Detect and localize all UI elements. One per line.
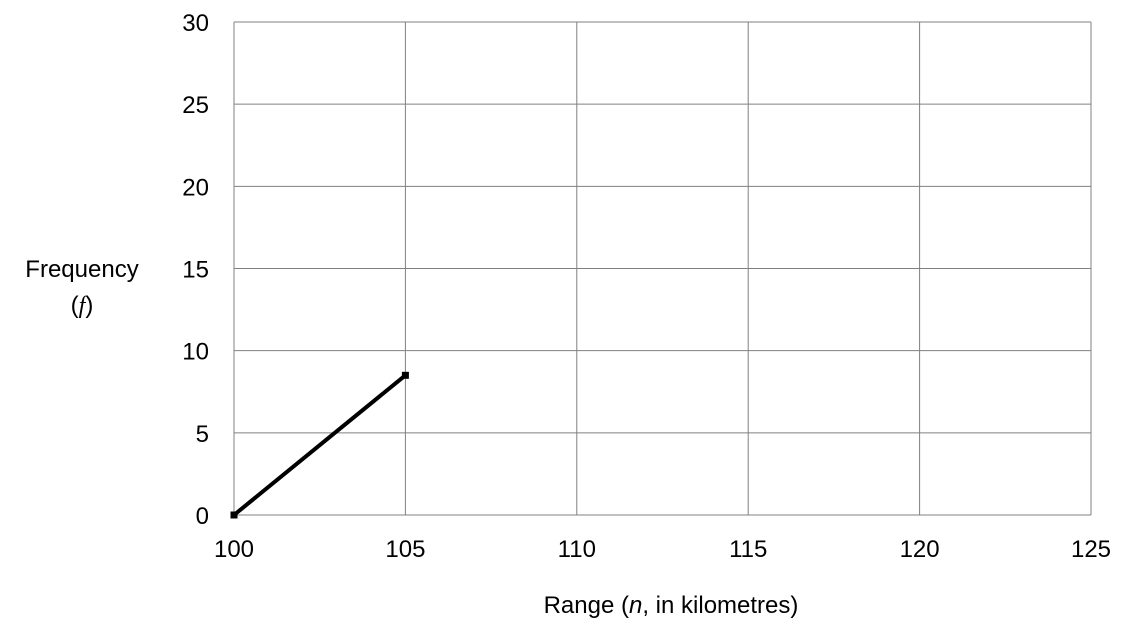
- x-tick-label: 100: [214, 536, 254, 563]
- series: [230, 371, 409, 519]
- x-axis-title-variable: n: [629, 592, 642, 619]
- x-tick-label: 110: [558, 536, 596, 563]
- y-axis-title-line2: (f): [71, 292, 94, 319]
- y-axis-title-line1: Frequency: [25, 256, 138, 283]
- y-tick-label: 20: [182, 174, 209, 201]
- y-axis-title-paren-close: ): [85, 292, 93, 319]
- x-tick-label: 125: [1071, 536, 1111, 563]
- x-tick-label: 120: [900, 536, 940, 563]
- series-line: [232, 373, 407, 517]
- y-tick-label: 0: [196, 503, 209, 530]
- axes: [233, 22, 1091, 516]
- y-tick-label: 25: [182, 92, 209, 119]
- data-point-marker: [230, 511, 238, 519]
- y-tick-label: 30: [182, 10, 209, 37]
- x-axis-title: Range (n, in kilometres): [544, 592, 799, 619]
- data-point-marker: [401, 371, 409, 379]
- y-tick-label: 5: [196, 421, 209, 448]
- x-tick-label: 105: [385, 536, 425, 563]
- x-tick-label: 115: [729, 536, 767, 563]
- y-tick-label: 10: [182, 339, 209, 366]
- grid: [234, 21, 1092, 515]
- tick-labels: 0 5 10 15 20 25 30 100 105 110 115 120 125: [182, 10, 1111, 563]
- y-axis-title-paren-open: (: [71, 292, 79, 319]
- y-tick-label: 15: [182, 257, 209, 284]
- x-axis-title-before: Range (: [544, 592, 629, 619]
- x-axis-title-after: , in kilometres): [642, 592, 798, 619]
- y-axis-title-variable: f: [79, 293, 89, 319]
